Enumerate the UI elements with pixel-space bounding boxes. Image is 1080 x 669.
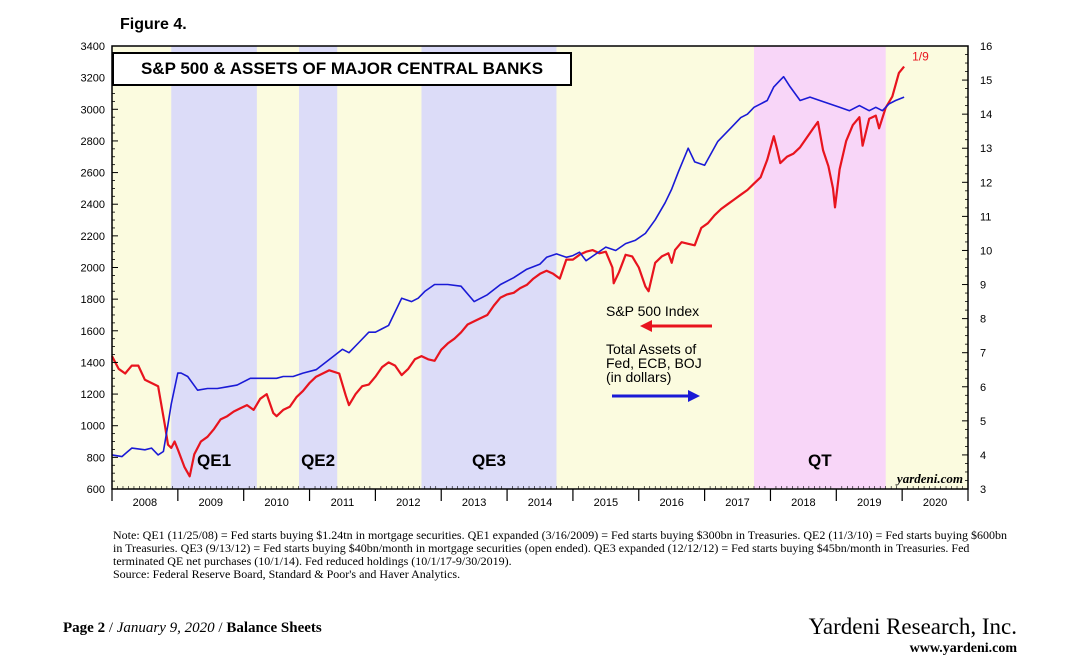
y-left-tick-label: 1600 <box>81 326 105 338</box>
y-right-tick-label: 9 <box>980 280 986 292</box>
chart-labels: QE1 QE2 QE3 QT 1/9 S&P 500 Index Total Assets … <box>197 50 963 486</box>
x-tick-label: 2020 <box>923 497 947 509</box>
shaded-period-qt <box>754 46 886 489</box>
period-label-qe2: QE2 <box>301 451 335 470</box>
page-number: Page 2 <box>63 620 106 636</box>
company-url[interactable]: www.yardeni.com <box>909 641 1017 656</box>
shaded-periods <box>112 46 968 489</box>
x-tick-label: 2013 <box>462 497 486 509</box>
watermark: yardeni.com <box>895 471 963 486</box>
x-tick-label: 2014 <box>528 497 552 509</box>
legend-sp500-arrowhead <box>640 320 652 332</box>
x-tick-label: 2011 <box>331 497 355 509</box>
y-right-tick-label: 5 <box>980 416 986 428</box>
legend-assets-label-line: Total Assets of <box>606 341 696 357</box>
y-left-tick-label: 3400 <box>81 41 105 53</box>
y-left-tick-label: 1200 <box>81 389 105 401</box>
legend-assets-label-line: (in dollars) <box>606 369 671 385</box>
legend-assets-label-line: Fed, ECB, BOJ <box>606 355 702 371</box>
period-label-qe1: QE1 <box>197 451 231 470</box>
y-right-tick-label: 3 <box>980 484 986 496</box>
chart: 600 800 1000 1200 1400 1600 1800 2000 2200 2400 26… <box>81 41 993 509</box>
page-footer: Page 2 / January 9, 2020 / Balance Sheet… <box>63 620 322 636</box>
chart-title: S&P 500 & ASSETS OF MAJOR CENTRAL BANKS <box>112 52 572 86</box>
figure-label: Figure 4. <box>120 16 187 33</box>
y-right-tick-label: 6 <box>980 382 986 394</box>
period-label-qe3: QE3 <box>472 451 506 470</box>
y-right-tick-label: 14 <box>980 109 992 121</box>
y-left-tick-label: 3000 <box>81 104 105 116</box>
y-right-tick-label: 13 <box>980 143 992 155</box>
source-text: Source: Federal Reserve Board, Standard … <box>113 567 461 581</box>
axes: 600 800 1000 1200 1400 1600 1800 2000 2200 2400 26… <box>81 41 993 509</box>
central-bank-assets-line <box>111 75 905 458</box>
y-left-tick-label: 1400 <box>81 357 105 369</box>
x-tick-label: 2017 <box>725 497 749 509</box>
x-tick-label: 2019 <box>857 497 881 509</box>
y-left-tick-label: 3200 <box>81 73 105 85</box>
y-left-tick-label: 800 <box>87 452 105 464</box>
y-right-tick-label: 8 <box>980 314 986 326</box>
x-tick-label: 2008 <box>133 497 157 509</box>
end-date-label: 1/9 <box>912 50 929 64</box>
legend-assets-arrowhead <box>688 390 700 402</box>
report-section: Balance Sheets <box>226 620 322 636</box>
company-name: Yardeni Research, Inc. <box>808 614 1017 639</box>
y-right-tick-label: 10 <box>980 245 992 257</box>
period-label-qt: QT <box>808 451 832 470</box>
shaded-period-qe3 <box>421 46 557 489</box>
x-tick-label: 2012 <box>396 497 420 509</box>
y-right-tick-label: 12 <box>980 177 992 189</box>
x-tick-label: 2018 <box>791 497 815 509</box>
y-right-tick-label: 16 <box>980 41 992 53</box>
legend-sp500-label: S&P 500 Index <box>606 303 699 319</box>
x-tick-label: 2009 <box>199 497 223 509</box>
x-tick-label: 2016 <box>659 497 683 509</box>
sp500-line <box>111 65 905 478</box>
y-left-tick-label: 1000 <box>81 421 105 433</box>
y-left-tick-label: 2800 <box>81 136 105 148</box>
y-left-tick-label: 2200 <box>81 231 105 243</box>
x-tick-label: 2015 <box>594 497 618 509</box>
y-right-tick-label: 15 <box>980 75 992 87</box>
y-right-tick-label: 7 <box>980 348 986 360</box>
note-text: Note: QE1 (11/25/08) = Fed starts buying… <box>113 528 1007 568</box>
chart-note: Note: QE1 (11/25/08) = Fed starts buying… <box>113 529 1013 581</box>
x-tick-label: 2010 <box>264 497 288 509</box>
y-left-tick-label: 1800 <box>81 294 105 306</box>
y-left-tick-label: 2000 <box>81 263 105 275</box>
series <box>111 65 905 478</box>
shaded-period-qe2 <box>299 46 338 489</box>
y-right-tick-label: 11 <box>980 211 991 223</box>
y-left-tick-label: 2400 <box>81 199 105 211</box>
y-left-tick-label: 2600 <box>81 168 105 180</box>
y-left-tick-label: 600 <box>87 484 105 496</box>
shaded-period-qe1 <box>171 46 257 489</box>
report-date: January 9, 2020 <box>116 620 215 636</box>
y-right-tick-label: 4 <box>980 450 986 462</box>
